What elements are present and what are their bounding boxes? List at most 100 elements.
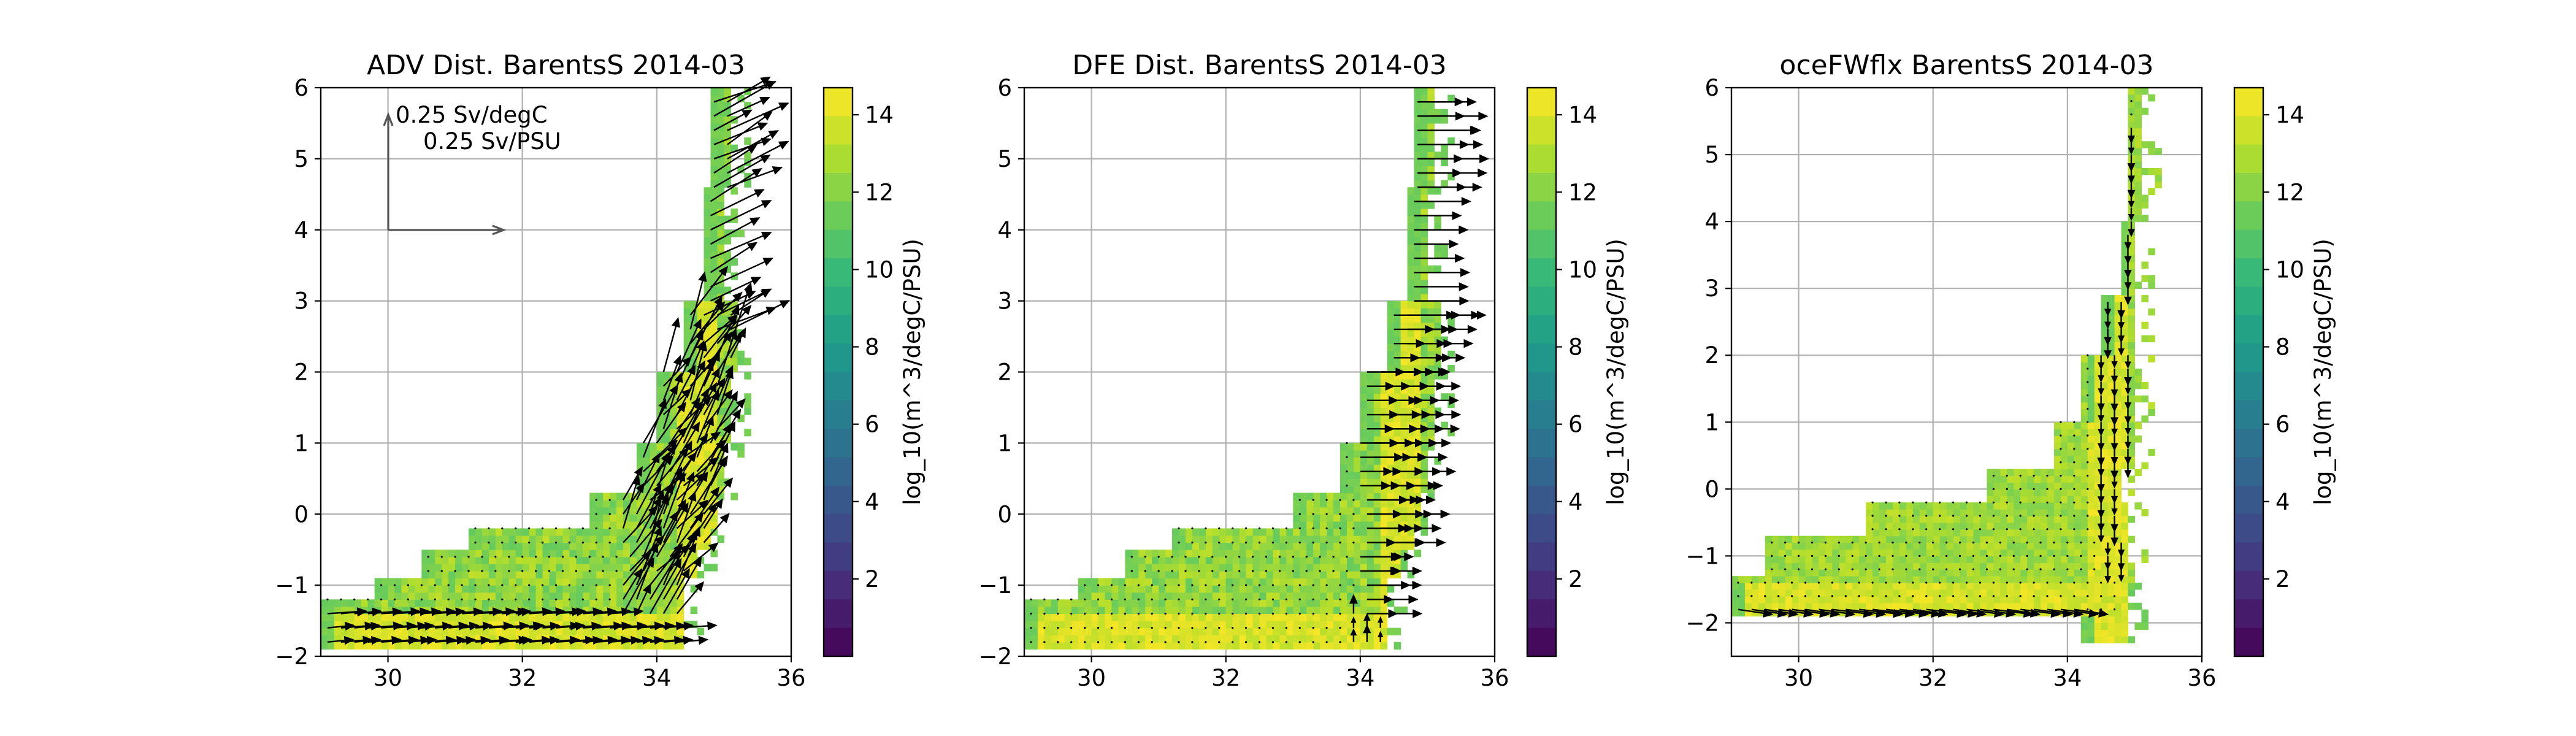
heatmap-cell [1373, 507, 1381, 515]
quiver-arrow [595, 499, 597, 501]
heatmap-cell [2101, 549, 2109, 557]
heatmap-cell [610, 570, 617, 579]
heatmap-cell [710, 123, 718, 131]
heatmap-cell [1812, 549, 1820, 557]
heatmap-cell [1239, 635, 1247, 643]
heatmap-cell [2094, 515, 2102, 523]
heatmap-cell [401, 585, 409, 593]
heatmap-cell [737, 358, 745, 366]
heatmap-cell [1353, 627, 1361, 635]
heatmap-cell [724, 215, 731, 223]
heatmap-cell [1232, 599, 1240, 607]
heatmap-cell [1320, 493, 1327, 500]
heatmap-cell [1367, 450, 1374, 458]
heatmap-cell [1152, 627, 1159, 635]
quiver-arrow [2046, 488, 2049, 490]
quiver-arrow [1339, 641, 1341, 643]
heatmap-cell [1407, 194, 1415, 202]
heatmap-cell [1778, 596, 1786, 604]
heatmap-cell [1832, 583, 1839, 590]
heatmap-cell [1420, 116, 1428, 124]
heatmap-cell [1825, 602, 1833, 610]
heatmap-cell [1084, 635, 1092, 643]
heatmap-cell [1044, 642, 1052, 650]
heatmap-cell [1118, 621, 1125, 629]
heatmap-cell [2007, 589, 2014, 597]
heatmap-cell [2080, 395, 2088, 403]
quiver-arrow [2113, 595, 2116, 597]
heatmap-cell [1078, 613, 1086, 621]
heatmap-cell [1906, 509, 1914, 516]
quiver-arrow [1791, 595, 1793, 597]
heatmap-cell [603, 570, 610, 579]
heatmap-cell [1333, 599, 1341, 607]
heatmap-cell [1414, 386, 1422, 394]
heatmap-cell [522, 556, 530, 564]
heatmap-cell [462, 564, 469, 572]
heatmap-cell [2121, 602, 2129, 610]
heatmap-cell [623, 599, 631, 607]
heatmap-cell [1912, 583, 1920, 590]
heatmap-cell [1051, 599, 1059, 607]
heatmap-cell [535, 535, 543, 543]
heatmap-cell [2094, 576, 2102, 583]
quiver-arrow [2113, 608, 2116, 611]
heatmap-cell [623, 627, 631, 635]
heatmap-cell [610, 564, 617, 572]
heatmap-cell [2134, 623, 2142, 630]
heatmap-cell [1205, 585, 1213, 593]
x-tick-label: 30 [1077, 665, 1106, 691]
heatmap-cell [1179, 635, 1186, 643]
quiver-arrow [427, 570, 429, 572]
heatmap-cell [2080, 475, 2088, 483]
heatmap-cell [1232, 535, 1240, 543]
quiver-arrow [1838, 568, 1840, 570]
heatmap-cell [1320, 621, 1327, 629]
heatmap-cell [1293, 635, 1300, 643]
heatmap-cell [2027, 596, 2034, 604]
quiver-arrow [1319, 556, 1321, 558]
heatmap-cell [502, 542, 510, 550]
heatmap-cell [327, 613, 335, 621]
heatmap-cell [2128, 315, 2136, 323]
quiver-arrow [367, 598, 369, 600]
heatmap-cell [1044, 621, 1052, 629]
heatmap-cell [2014, 542, 2021, 550]
colorbar-frame [1526, 86, 1557, 657]
heatmap-cell [1172, 599, 1179, 607]
heatmap-cell [730, 343, 738, 351]
heatmap-cell [1239, 564, 1247, 572]
heatmap-cell [334, 613, 342, 621]
quiver-arrow [501, 542, 504, 544]
heatmap-cell [435, 570, 442, 579]
heatmap-cell [1420, 286, 1428, 294]
heatmap-cell [1373, 386, 1381, 394]
colorbar-level [1527, 570, 1556, 600]
heatmap-cell [623, 564, 631, 572]
quiver-arrow [1205, 612, 1207, 615]
quiver-arrow [689, 266, 729, 316]
heatmap-cell [1078, 606, 1086, 615]
heatmap-cell [347, 627, 355, 635]
heatmap-cell [2101, 576, 2109, 583]
quiver-arrow [1137, 584, 1140, 586]
quiver-arrow [488, 527, 490, 530]
heatmap-cell [1973, 589, 1981, 597]
heatmap-cell [1859, 549, 1866, 557]
heatmap-cell [529, 613, 537, 621]
heatmap-cell [1064, 627, 1072, 635]
heatmap-cell [724, 158, 731, 167]
heatmap-cell [1731, 596, 1739, 604]
heatmap-cell [1373, 450, 1381, 458]
heatmap-cell [610, 542, 617, 550]
heatmap-cell [1037, 627, 1045, 635]
heatmap-cell [1327, 521, 1334, 529]
heatmap-cell [2101, 602, 2109, 610]
quiver-arrow [554, 598, 558, 600]
colorbar-label: log_10(m^3/degC/PSU) [1603, 239, 1629, 505]
quiver-arrow [1070, 641, 1073, 643]
heatmap-cell [636, 592, 644, 600]
heatmap-cell [1205, 635, 1213, 643]
heatmap-cell [1771, 556, 1779, 563]
heatmap-cell [1414, 286, 1422, 294]
